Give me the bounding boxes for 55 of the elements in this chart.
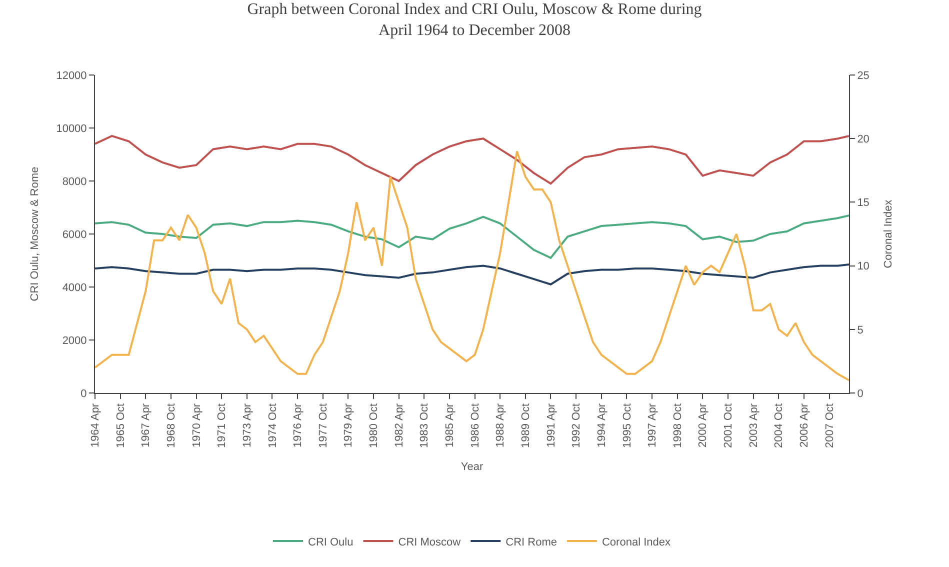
chart-title: Graph between Coronal Index and CRI Oulu, Moscow & Rome during April 1964 to December 2008 — [247, 1, 702, 39]
x-tick-label: 2006 Apr — [798, 403, 811, 448]
x-tick-label: 1965 Oct — [114, 403, 127, 448]
y2-tick-label: 5 — [857, 324, 864, 336]
y-tick-label: 4000 — [62, 282, 87, 294]
y-tick-label: 6000 — [62, 228, 87, 241]
y2-tick-label: 20 — [857, 133, 870, 146]
x-tick-label: 2001 Oct — [722, 403, 735, 448]
x-tick-label: 1995 Oct — [621, 403, 634, 448]
x-tick-label: 1982 Apr — [393, 403, 406, 448]
x-tick-label: 1976 Apr — [292, 403, 304, 448]
x-tick-label: 1983 Oct — [418, 403, 431, 448]
x-tick-label: 1992 Oct — [570, 403, 583, 448]
x-tick-label: 1968 Oct — [166, 403, 178, 448]
y-axis-title: CRI Oulu, Moscow & Rome — [28, 166, 41, 302]
x-tick-label: 1973 Apr — [241, 403, 254, 448]
x-tick-label: 1980 Oct — [368, 403, 380, 448]
y-tick-label: 0 — [80, 388, 87, 400]
y-tick-label: 8000 — [62, 176, 87, 188]
line-series — [95, 214, 849, 259]
legend-label: CRI Oulu — [308, 536, 354, 548]
x-tick-label: 1970 Apr — [190, 403, 203, 448]
x-axis-title: Year — [460, 461, 484, 474]
line-series — [95, 263, 849, 286]
x-tick-label: 1964 Apr — [90, 403, 102, 448]
x-tick-label: 2000 Apr — [697, 403, 710, 448]
x-tick-label: 2003 Apr — [748, 403, 760, 448]
y2-tick-label: 0 — [857, 388, 864, 400]
x-tick-label: 2007 Oct — [824, 403, 836, 448]
y-tick-label: 10000 — [56, 122, 87, 135]
x-tick-label: 1998 Oct — [672, 403, 684, 448]
x-tick-label: 1997 Apr — [646, 403, 659, 448]
line-series — [95, 150, 849, 382]
line-series — [95, 134, 849, 185]
x-tick-label: 1967 Apr — [140, 403, 152, 448]
y2-tick-label: 25 — [857, 70, 870, 82]
x-tick-label: 1979 Apr — [342, 403, 355, 448]
y-tick-label: 2000 — [62, 334, 87, 347]
y2-tick-label: 10 — [857, 260, 870, 273]
x-tick-label: 1991 Apr — [545, 403, 558, 448]
legend-label: Coronal Index — [602, 536, 671, 548]
x-tick-label: 1985 Apr — [444, 403, 456, 448]
x-tick-label: 1977 Oct — [317, 403, 330, 448]
x-tick-label: 1988 Apr — [494, 403, 507, 448]
x-tick-label: 1986 Oct — [469, 403, 482, 448]
legend-label: CRI Moscow — [398, 536, 461, 548]
x-tick-label: 1974 Oct — [266, 403, 279, 448]
legend-label: CRI Rome — [506, 536, 557, 548]
y-tick-label: 12000 — [56, 70, 87, 82]
x-tick-label: 2004 Oct — [773, 403, 786, 448]
y2-axis-title: Coronal Index — [882, 199, 895, 268]
y2-tick-label: 15 — [857, 197, 870, 210]
x-tick-label: 1994 Apr — [596, 403, 608, 448]
x-tick-label: 1971 Oct — [216, 403, 228, 448]
x-tick-label: 1989 Oct — [520, 403, 532, 448]
